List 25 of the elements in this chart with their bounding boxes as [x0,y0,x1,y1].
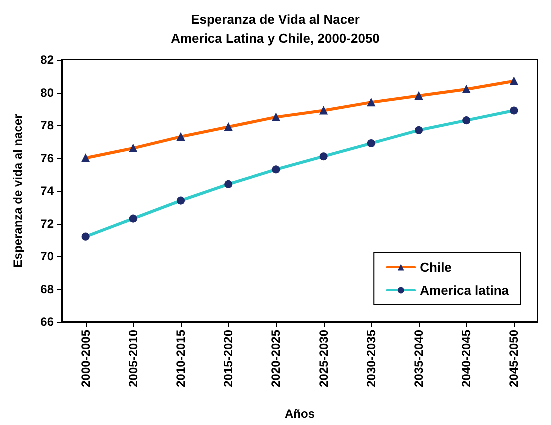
chart-title: Esperanza de Vida al Nacer [191,12,360,27]
legend-label: America latina [420,283,510,298]
y-tick-label: 72 [40,216,54,231]
x-tick-label: 2035-2040 [412,330,426,388]
x-tick-label: 2000-2005 [78,330,93,388]
x-tick-label: 2025-2030 [316,330,331,388]
legend-label: Chile [420,260,452,275]
x-tick-label: 2020-2025 [269,330,284,388]
y-tick-label: 80 [40,86,54,100]
y-tick-label: 82 [40,53,54,67]
y-tick-label: 78 [40,118,54,132]
x-axis-title: Años [285,407,316,421]
x-tick-label: 2045-2050 [507,330,522,388]
chart-subtitle: America Latina y Chile, 2000-2050 [171,31,380,46]
x-tick-label: 2005-2010 [126,330,140,388]
y-tick-label: 74 [40,184,54,198]
x-tick-label: 2030-2035 [364,330,378,388]
y-tick-label: 68 [40,282,54,296]
y-tick-label: 66 [40,315,54,329]
x-tick-label: 2010-2015 [174,330,188,388]
y-axis-title: Esperanza de vida al nacer [11,114,25,268]
y-tick-label: 70 [40,250,54,264]
x-tick-label: 2040-2045 [460,330,474,388]
x-tick-label: 2015-2020 [222,330,236,388]
y-tick-label: 76 [40,151,54,166]
